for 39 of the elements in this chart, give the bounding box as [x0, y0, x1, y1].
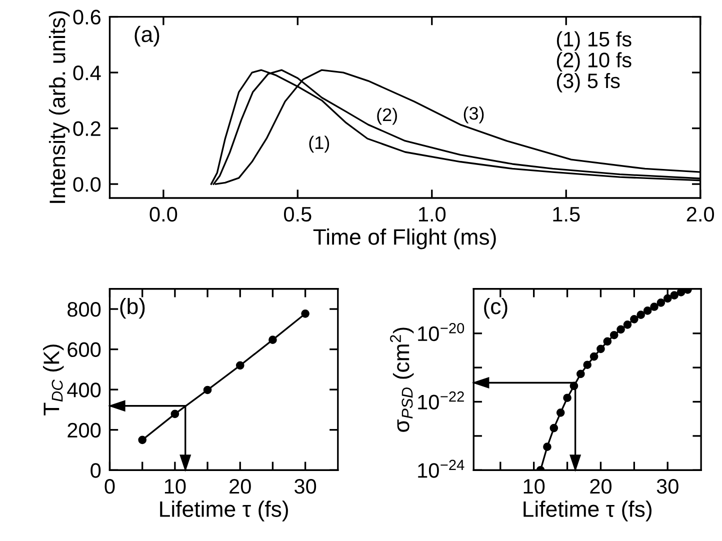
y-tick-label: 0.4 — [73, 66, 101, 80]
y-axis-title: σ$_{PSD}$ (cm$^{2}$) — [390, 328, 414, 432]
y-tick-label: 200 — [68, 422, 101, 438]
x-tick-label: 30 — [294, 479, 316, 494]
x-tick-label: 1.5 — [553, 207, 580, 222]
annotation: (c) — [484, 298, 508, 319]
y-tick-label: 600 — [68, 342, 101, 358]
y-tick-label: 0.0 — [73, 177, 101, 192]
x-tick-label: 30 — [656, 479, 678, 494]
y-tick-label: 0.6 — [73, 10, 100, 25]
annotation: (a) — [134, 26, 160, 47]
x-tick-label: 0.0 — [150, 206, 178, 222]
x-axis-title: Lifetime τ (fs) — [160, 500, 288, 522]
y-tick-label: 800 — [68, 302, 101, 317]
y-axis-title: Intensity (arb. units) — [48, 11, 70, 203]
y-tick-label: 10$^{−24}$ — [418, 460, 464, 478]
y-tick-label: 400 — [67, 382, 101, 398]
x-tick-label: 10 — [164, 479, 186, 494]
x-tick-label: 0.5 — [284, 206, 312, 222]
x-tick-label: 20 — [230, 479, 251, 494]
series-label: (1) — [309, 136, 330, 153]
x-tick-label: 20 — [590, 479, 612, 494]
x-axis-title: Time of Flight (ms) — [313, 228, 496, 250]
y-tick-label: 0.2 — [73, 121, 100, 136]
annotation: (1) 15 fs — [556, 31, 632, 51]
x-axis-title: Lifetime τ (fs) — [524, 500, 652, 522]
x-tick-label: 2.0 — [686, 206, 714, 222]
series-label: (3) — [464, 106, 484, 124]
x-tick-label: 1.0 — [418, 206, 446, 222]
y-tick-label: 10$^{−22}$ — [418, 391, 464, 410]
y-tick-label: 0 — [90, 463, 101, 478]
x-tick-label: 10 — [524, 479, 545, 494]
annotation: (b) — [120, 298, 145, 319]
y-axis-title: T$_{DC}$ (K) — [42, 344, 64, 416]
x-tick-label: 0 — [104, 479, 115, 494]
series-label: (2) — [377, 108, 397, 125]
y-tick-label: 10$^{−20}$ — [418, 323, 464, 342]
annotation: (3) 5 fs — [556, 72, 620, 92]
annotation: (2) 10 fs — [556, 52, 632, 72]
